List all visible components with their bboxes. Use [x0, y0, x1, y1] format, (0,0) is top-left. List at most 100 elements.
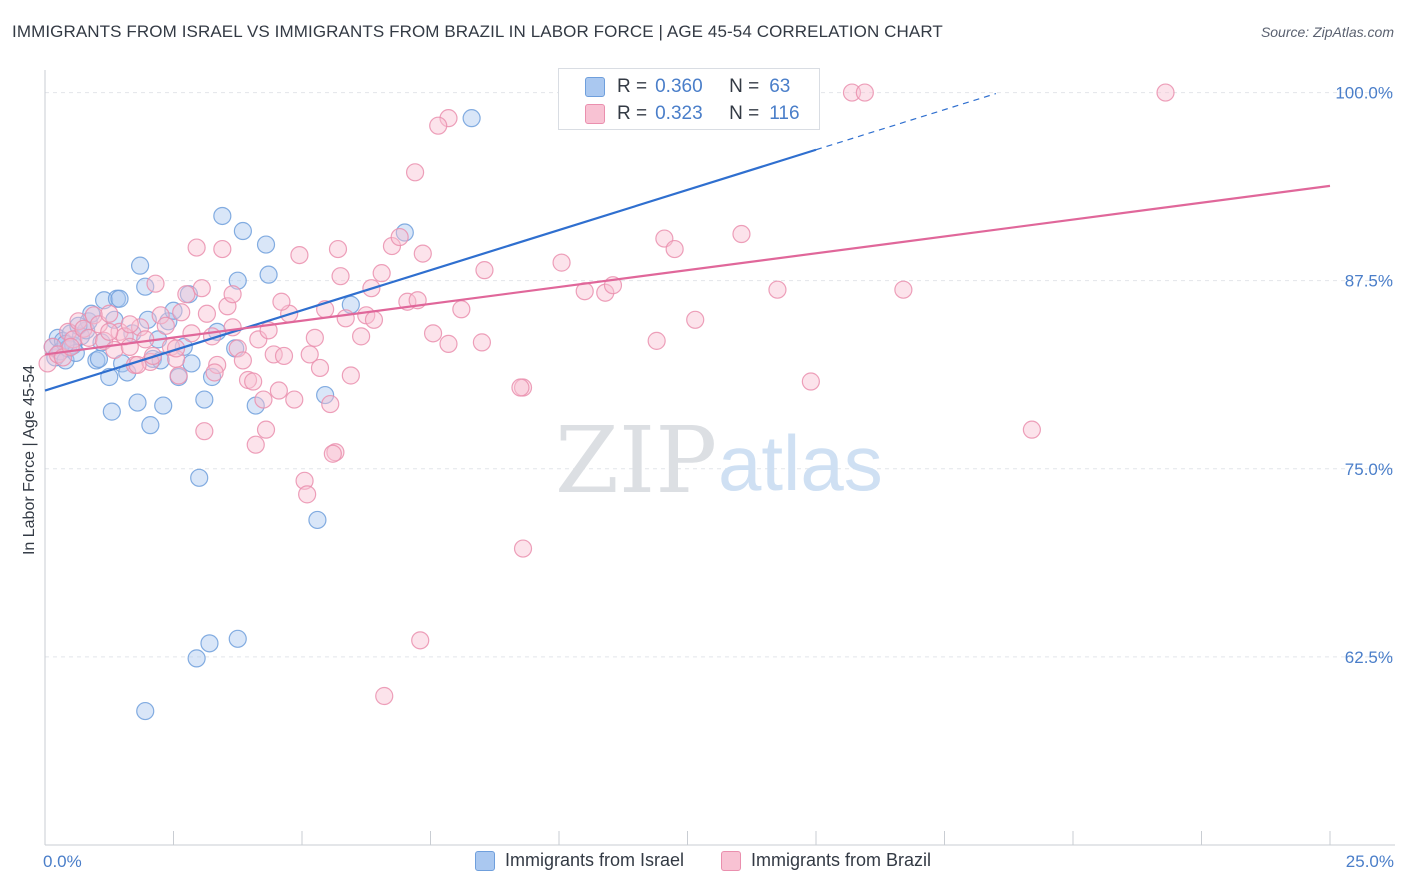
- point-brazil: [323, 444, 342, 463]
- point-brazil: [411, 631, 430, 650]
- point-brazil: [120, 315, 139, 334]
- point-brazil: [244, 372, 263, 391]
- point-israel: [316, 385, 335, 405]
- point-brazil: [218, 297, 237, 316]
- legend-swatch-brazil: [585, 104, 605, 124]
- legend-r-value-brazil: 0.323: [655, 103, 703, 124]
- point-brazil: [166, 339, 186, 358]
- legend-item-israel[interactable]: Immigrants from Israel: [474, 850, 684, 871]
- legend-row-israel: R = 0.360 N = 63: [559, 73, 790, 101]
- point-brazil: [423, 324, 443, 343]
- watermark-zip: ZIP: [555, 407, 717, 514]
- legend-row-brazil: R = 0.323 N = 116: [559, 100, 800, 128]
- point-brazil: [197, 304, 217, 323]
- point-brazil: [686, 310, 705, 329]
- point-brazil: [246, 435, 265, 454]
- point-brazil: [146, 274, 165, 293]
- legend-swatch-israel: [474, 850, 495, 871]
- point-brazil: [352, 327, 371, 346]
- series-legend: Immigrants from Israel Immigrants from B…: [0, 850, 1406, 876]
- point-brazil: [100, 304, 119, 323]
- point-brazil: [596, 283, 615, 302]
- point-israel: [213, 206, 232, 226]
- point-israel: [136, 277, 155, 296]
- point-brazil: [511, 378, 530, 397]
- trend-line-israel-extension: [815, 93, 997, 151]
- point-brazil: [228, 339, 247, 358]
- point-israel: [130, 256, 150, 275]
- point-brazil: [300, 345, 319, 364]
- series-brazil-points: [38, 83, 1175, 706]
- point-brazil: [472, 333, 491, 352]
- point-brazil: [136, 330, 155, 349]
- y-tick-label: 75.0%: [1345, 460, 1393, 479]
- trend-line-israel: [44, 148, 817, 392]
- point-israel: [200, 634, 219, 653]
- point-brazil: [254, 390, 273, 409]
- point-brazil: [187, 238, 206, 257]
- point-israel: [154, 396, 173, 415]
- legend-item-brazil[interactable]: Immigrants from Brazil: [721, 850, 931, 871]
- point-israel: [256, 235, 276, 254]
- point-israel: [141, 416, 160, 435]
- point-brazil: [298, 485, 317, 504]
- y-tick-label: 62.5%: [1345, 648, 1393, 667]
- point-brazil: [413, 244, 432, 263]
- legend-r-label: R =: [617, 103, 648, 124]
- point-brazil: [269, 381, 288, 400]
- legend-n-label: N =: [729, 76, 760, 97]
- legend-n-value-brazil: 116: [769, 103, 800, 124]
- point-israel: [228, 271, 247, 290]
- point-brazil: [647, 331, 666, 350]
- point-israel: [228, 629, 247, 648]
- point-israel: [89, 349, 109, 369]
- point-brazil: [842, 83, 862, 102]
- legend-n-value-israel: 63: [769, 76, 791, 97]
- point-brazil: [328, 239, 348, 259]
- point-brazil: [452, 300, 471, 319]
- trend-line-brazil: [44, 184, 1331, 356]
- y-tick-label: 100.0%: [1335, 84, 1393, 103]
- point-brazil: [223, 285, 242, 304]
- point-brazil: [321, 394, 340, 414]
- point-brazil: [205, 363, 224, 382]
- point-israel: [233, 221, 252, 241]
- legend-swatch-israel: [585, 77, 605, 97]
- point-israel: [462, 109, 481, 128]
- point-brazil: [177, 285, 196, 304]
- point-brazil: [429, 116, 448, 135]
- point-brazil: [801, 372, 820, 391]
- point-brazil: [84, 306, 103, 325]
- point-brazil: [100, 322, 119, 341]
- point-brazil: [192, 279, 211, 298]
- point-brazil: [172, 303, 191, 322]
- legend-label-brazil: Immigrants from Brazil: [751, 850, 932, 870]
- point-israel: [195, 390, 214, 409]
- axes: [44, 70, 1395, 846]
- point-brazil: [233, 351, 252, 370]
- point-brazil: [213, 239, 232, 259]
- point-israel: [308, 510, 327, 530]
- x-tick-label-max: 25.0%: [1345, 852, 1394, 871]
- point-brazil: [274, 346, 294, 366]
- legend-n-label: N =: [729, 103, 760, 124]
- trend-lines: [44, 93, 1331, 392]
- legend-r-label: R =: [617, 76, 648, 97]
- point-brazil: [130, 318, 150, 337]
- point-brazil: [513, 539, 533, 558]
- point-brazil: [375, 686, 394, 706]
- point-brazil: [310, 358, 330, 378]
- watermark: ZIP atlas: [555, 407, 883, 514]
- point-brazil: [732, 224, 751, 244]
- point-brazil: [195, 422, 214, 441]
- point-israel: [182, 354, 201, 373]
- point-brazil: [552, 253, 571, 272]
- point-brazil: [364, 310, 384, 329]
- legend-swatch-brazil: [721, 850, 742, 871]
- watermark-atlas: atlas: [718, 419, 883, 507]
- point-brazil: [439, 334, 458, 353]
- point-brazil: [390, 227, 409, 247]
- point-brazil: [439, 109, 458, 128]
- point-brazil: [1156, 83, 1175, 102]
